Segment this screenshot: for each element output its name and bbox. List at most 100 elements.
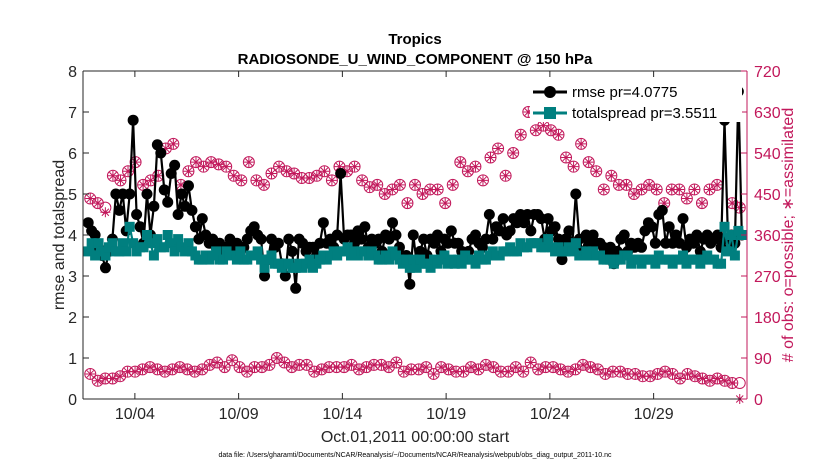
obs-assimilated-point bbox=[123, 166, 134, 177]
obs-possible-point bbox=[348, 160, 361, 173]
obs-possible-point bbox=[476, 174, 489, 187]
obs-assimilated-point bbox=[727, 378, 738, 389]
obs-assimilated-point bbox=[563, 366, 574, 377]
ytick-left-label: 5 bbox=[68, 187, 77, 204]
rmse-point bbox=[279, 270, 291, 282]
obs-assimilated-point bbox=[212, 357, 223, 368]
obs-assimilated-point bbox=[583, 157, 594, 168]
ytick-right-label: 0 bbox=[754, 392, 763, 409]
obs-assimilated-point bbox=[592, 364, 603, 375]
totalspread-point bbox=[726, 230, 737, 240]
ytick-left-label: 7 bbox=[68, 105, 77, 122]
xtick-label: 10/09 bbox=[219, 406, 259, 423]
totalspread-point bbox=[304, 254, 315, 265]
obs-possible-point bbox=[235, 174, 248, 187]
obs-assimilated-point bbox=[197, 364, 208, 375]
obs-assimilated-point bbox=[421, 362, 432, 373]
rmse-point bbox=[113, 204, 125, 216]
obs-assimilated-point bbox=[545, 125, 556, 136]
obs-assimilated-point bbox=[311, 170, 322, 181]
obs-assimilated-point bbox=[256, 362, 267, 373]
totalspread-point bbox=[169, 246, 180, 257]
obs-possible-point bbox=[356, 174, 369, 187]
totalspread-point bbox=[159, 242, 170, 253]
obs-assimilated-point bbox=[598, 184, 609, 195]
rmse-point bbox=[162, 196, 174, 208]
obs-assimilated-point bbox=[719, 375, 730, 386]
obs-possible-point bbox=[273, 160, 286, 173]
obs-assimilated-point bbox=[236, 175, 247, 186]
obs-possible-point bbox=[318, 165, 331, 178]
rmse-point bbox=[618, 229, 630, 241]
rmse-point bbox=[542, 213, 554, 225]
obs-assimilated-point bbox=[391, 357, 402, 368]
obs-possible-point bbox=[680, 192, 693, 205]
obs-assimilated-point bbox=[361, 362, 372, 373]
obs-assimilated-point bbox=[368, 359, 379, 370]
rmse-point bbox=[570, 188, 582, 200]
obs-possible-point bbox=[514, 128, 527, 141]
totalspread-point bbox=[231, 254, 242, 265]
obs-assimilated-point bbox=[198, 161, 209, 172]
obs-assimilated-point bbox=[115, 175, 126, 186]
rmse-point bbox=[148, 200, 160, 212]
obs-assimilated-point bbox=[607, 366, 618, 377]
rmse-point bbox=[712, 229, 724, 241]
ticks-layer: 0 1 2 3 4 5 6 7 8 0 90 180 270 360 450 540 630 720 10/04 10… bbox=[68, 64, 781, 423]
xtick-label: 10/19 bbox=[426, 406, 466, 423]
totalspread-point bbox=[729, 250, 740, 261]
obs-assimilated-point bbox=[629, 189, 640, 199]
obs-assimilated-point bbox=[168, 138, 179, 149]
obs-assimilated-point bbox=[167, 364, 178, 375]
obs-assimilated-point bbox=[734, 202, 745, 213]
rmse-point bbox=[89, 229, 101, 241]
obs-assimilated-point bbox=[538, 120, 549, 131]
obs-assimilated-point bbox=[651, 184, 662, 195]
obs-assimilated-point bbox=[533, 364, 544, 375]
obs-possible-point bbox=[226, 354, 239, 367]
obs-possible-point bbox=[517, 365, 530, 378]
totalspread-point bbox=[235, 246, 246, 257]
obs-possible-point bbox=[446, 178, 459, 191]
obs-assimilated-point bbox=[577, 359, 588, 370]
obs-assimilated-point bbox=[410, 179, 420, 190]
obs-assimilated-point bbox=[630, 368, 641, 379]
obs-possible-point bbox=[197, 160, 210, 173]
obs-assimilated-point bbox=[85, 368, 96, 379]
obs-assimilated-point bbox=[376, 359, 387, 370]
ytick-right-label: 270 bbox=[754, 269, 781, 286]
obs-possible-point bbox=[499, 169, 512, 182]
obs-possible-point bbox=[250, 174, 263, 187]
obs-assimilated-point bbox=[518, 366, 529, 377]
rmse-point bbox=[549, 221, 561, 233]
obs-possible-point bbox=[167, 137, 180, 150]
totalspread-point bbox=[722, 246, 733, 257]
obs-assimilated-point bbox=[615, 366, 626, 377]
ytick-right-label: 450 bbox=[754, 187, 781, 204]
obs-assimilated-point bbox=[234, 362, 245, 373]
obs-possible-point bbox=[278, 356, 291, 369]
obs-assimilated-point bbox=[553, 129, 564, 140]
totalspread-point bbox=[90, 250, 101, 261]
rmse-point bbox=[272, 237, 284, 249]
obs-assimilated-point bbox=[712, 373, 723, 384]
obs-possible-point bbox=[270, 352, 283, 364]
obs-assimilated-point bbox=[331, 362, 342, 373]
obs-possible-point bbox=[454, 156, 467, 169]
obs-possible-point bbox=[390, 356, 403, 369]
totalspread-point bbox=[622, 250, 633, 261]
totalspread-point bbox=[408, 254, 419, 265]
obs-assimilated-point bbox=[251, 175, 262, 186]
ylabel-left: rmse and totalspread bbox=[51, 160, 68, 310]
ytick-right-label: 720 bbox=[754, 64, 781, 81]
ytick-right-label: 90 bbox=[754, 351, 772, 368]
totalspread-point bbox=[470, 258, 481, 269]
obs-assimilated-point bbox=[213, 159, 224, 170]
obs-assimilated-point bbox=[540, 362, 551, 373]
totalspread-point bbox=[145, 238, 156, 249]
rmse-point bbox=[390, 229, 402, 241]
rmse-point bbox=[283, 233, 295, 245]
obs-possible-point bbox=[605, 169, 618, 182]
obs-possible-point bbox=[242, 156, 255, 169]
obs-assimilated-point bbox=[274, 161, 285, 172]
